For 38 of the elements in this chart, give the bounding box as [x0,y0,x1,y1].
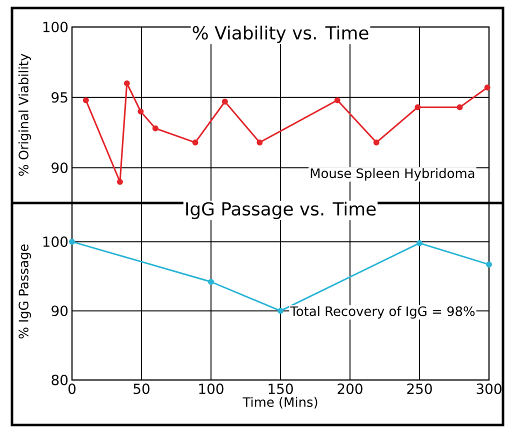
annotation: Mouse Spleen Hybridoma [310,168,474,181]
y-tick-label: 90 [52,306,68,316]
x-tick-label: 250 [407,384,432,394]
y-axis-title: % IgG Passage [18,244,31,338]
point [486,262,492,268]
x-tick-label: 50 [134,384,150,394]
point [222,98,228,105]
point [124,80,130,86]
x-tick-label: 150 [268,384,293,394]
x-tick-label: 300 [476,384,502,394]
point [334,97,340,104]
point [256,139,263,146]
point [138,108,144,114]
point [192,139,198,146]
point [82,97,89,104]
point [416,240,423,246]
point [69,238,75,245]
y-tick-label: 95 [52,92,68,103]
x-tick-label: 100 [199,384,224,394]
point [208,278,214,285]
point [414,104,421,110]
point [484,84,490,91]
y-tick-label: 100 [43,22,68,32]
point [373,139,380,146]
y-tick-label: 90 [52,162,68,174]
point [152,125,158,132]
y-axis-title: % Original Viability [18,54,31,176]
chart-title: % Viability vs. Time [192,26,368,44]
point [278,308,284,314]
x-axis-title: Time (Mins) [242,396,318,408]
x-tick-label: 200 [338,384,362,394]
point [116,178,123,185]
annotation: Total Recovery of IgG = 98% [290,306,475,319]
y-tick-label: 80 [52,374,68,386]
y-tick-label: 100 [43,236,68,247]
x-tick-label: 0 [68,384,76,394]
chart-title: IgG Passage vs. Time [186,202,376,220]
point [456,104,463,110]
